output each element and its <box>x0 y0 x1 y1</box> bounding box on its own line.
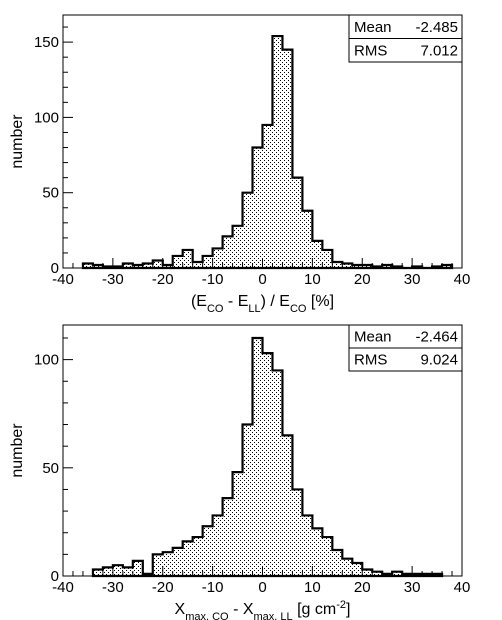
y-tick-label: 150 <box>34 34 59 51</box>
stats-rms-label: RMS <box>354 42 387 59</box>
x-tick-label: -20 <box>152 271 174 288</box>
y-tick-label: 0 <box>51 568 59 585</box>
x-tick-label: 30 <box>404 579 421 596</box>
panel-1: -40 -30 -20 -10 0 10 20 30 40 0 50 100 150 number (ECO… <box>9 14 471 315</box>
stats-rms-label: RMS <box>354 352 387 369</box>
x-tick-label: 20 <box>354 271 371 288</box>
x-tick-label: 30 <box>404 271 421 288</box>
histogram-area <box>91 336 444 578</box>
y-tick-label: 50 <box>42 185 59 202</box>
x-tick-label: -10 <box>202 579 224 596</box>
stats-rms-value: 7.012 <box>420 42 458 59</box>
panel-2: -40 -30 -20 -10 0 10 20 30 40 0 50 100 number Xmax, C… <box>9 324 471 620</box>
x-tick-label: -40 <box>52 271 74 288</box>
x-tick-label: -30 <box>102 579 124 596</box>
y-tick-label: 100 <box>34 109 59 126</box>
y-tick-label: 50 <box>42 460 59 477</box>
x-axis-title: (ECO - ELL) / ECO [%] <box>191 293 334 315</box>
stats-rms-value: 9.024 <box>420 352 458 369</box>
x-tick-label: 20 <box>354 579 371 596</box>
histogram-area <box>81 34 454 270</box>
y-axis-title: number <box>9 423 26 478</box>
y-axis-title: number <box>9 114 26 169</box>
x-tick-label: 10 <box>304 579 321 596</box>
x-tick-label: -20 <box>152 579 174 596</box>
y-tick-label: 0 <box>51 260 59 277</box>
y-tick-label: 100 <box>34 352 59 369</box>
x-axis-title: Xmax, CO - Xmax, LL [g cm-2] <box>175 599 351 620</box>
x-tick-label: 40 <box>454 579 471 596</box>
x-tick-label: 0 <box>258 271 266 288</box>
x-tick-label: -10 <box>202 271 224 288</box>
x-tick-label: -40 <box>52 579 74 596</box>
stats-mean-value: -2.485 <box>415 19 458 36</box>
x-tick-label: 0 <box>258 579 266 596</box>
x-tick-label: -30 <box>102 271 124 288</box>
x-tick-label: 10 <box>304 271 321 288</box>
stats-mean-label: Mean <box>354 19 392 36</box>
stats-mean-value: -2.464 <box>415 329 458 346</box>
stats-mean-label: Mean <box>354 329 392 346</box>
x-tick-label: 40 <box>454 271 471 288</box>
